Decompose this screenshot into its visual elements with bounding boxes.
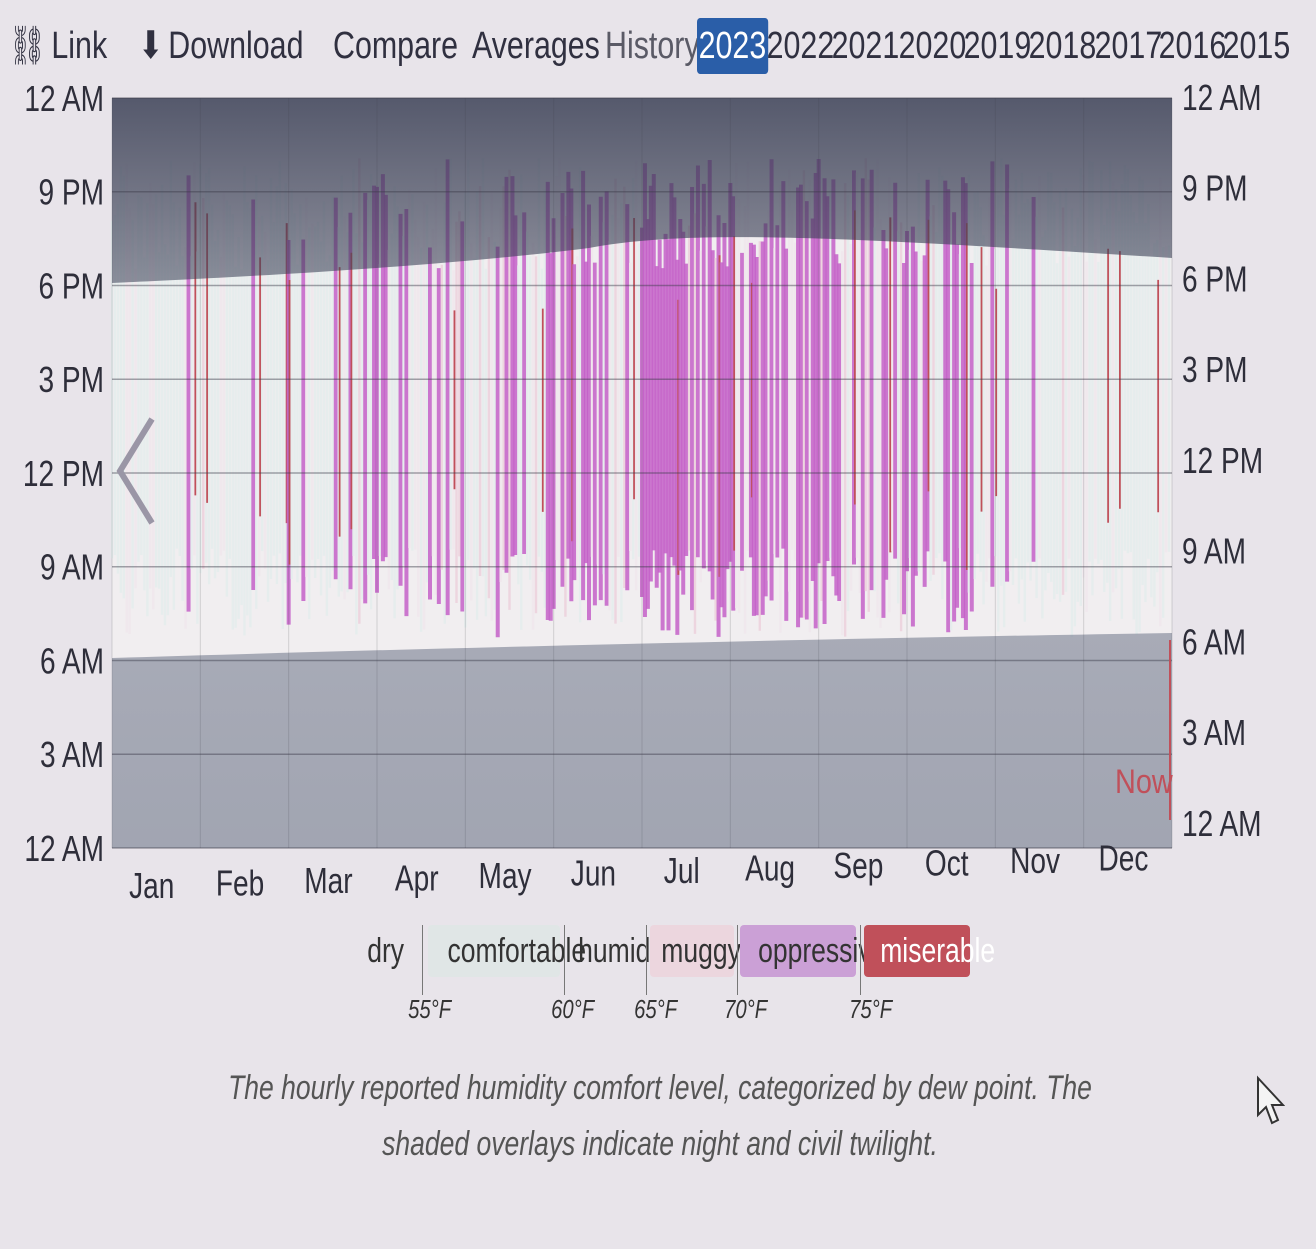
legend-muggy: muggy <box>650 925 741 977</box>
now-label: Now <box>1115 762 1173 801</box>
y-tick-right: 12 AM <box>1182 78 1262 118</box>
y-tick-right: 9 PM <box>1182 168 1248 208</box>
year-tab-2020[interactable]: 2020 <box>898 25 967 67</box>
x-tick-sep: Sep <box>833 846 883 886</box>
legend-divider <box>737 925 738 995</box>
download-button[interactable]: ⬇ Download <box>138 18 303 74</box>
legend-oppressive: oppressive <box>740 925 886 977</box>
year-tab-2019[interactable]: 2019 <box>963 25 1032 67</box>
legend-threshold: 60°F <box>551 994 595 1024</box>
link-icon: ⛓ <box>8 25 47 67</box>
y-tick-left: 12 AM <box>24 829 104 869</box>
caption-text: The hourly reported humidity comfort lev… <box>228 1069 1092 1163</box>
y-tick-right: 3 PM <box>1182 350 1248 390</box>
legend-comfortable: comfortable <box>428 925 586 977</box>
y-tick-right: 12 AM <box>1182 804 1262 844</box>
y-tick-right: 3 AM <box>1182 713 1246 753</box>
evening-night-overlay <box>112 98 1172 283</box>
year-tab-2016[interactable]: 2016 <box>1158 25 1227 67</box>
y-tick-right: 12 PM <box>1182 441 1263 481</box>
legend-humid: humid <box>578 932 651 970</box>
mouse-cursor-icon <box>1257 1075 1285 1125</box>
download-label: Download <box>168 25 304 67</box>
x-tick-nov: Nov <box>1010 841 1061 881</box>
y-tick-left: 3 PM <box>38 360 104 400</box>
y-tick-right: 6 AM <box>1182 622 1246 662</box>
year-tab-2017[interactable]: 2017 <box>1094 25 1163 67</box>
legend-divider <box>646 925 647 995</box>
y-tick-left: 12 AM <box>24 79 104 119</box>
y-axis-right: 12 AM 9 PM 6 PM 3 PM 12 PM 9 AM 6 AM 3 AM 12 AM <box>1182 78 1263 844</box>
x-tick-may: May <box>479 856 533 896</box>
download-icon: ⬇ <box>138 25 164 67</box>
y-tick-right: 6 PM <box>1182 259 1248 299</box>
y-tick-left: 3 AM <box>40 735 104 775</box>
legend-threshold: 75°F <box>849 994 893 1024</box>
grid-lines <box>111 97 1173 849</box>
y-tick-left: 6 AM <box>40 641 104 681</box>
year-tab-2023[interactable]: 2023 <box>697 18 768 74</box>
y-tick-right: 9 AM <box>1182 531 1246 571</box>
x-tick-jun: Jun <box>571 853 616 893</box>
year-tab-2018[interactable]: 2018 <box>1028 25 1097 67</box>
legend-threshold: 55°F <box>408 994 452 1024</box>
toolbar: ⛓ Link ⬇ Download Compare Averages History… <box>0 0 1316 90</box>
x-axis: Jan Feb Mar Apr May Jun Jul Aug Sep Oct Nov Dec <box>129 838 1148 906</box>
legend-threshold: 70°F <box>724 994 768 1024</box>
legend-divider <box>422 925 423 995</box>
y-tick-left: 9 AM <box>40 547 104 587</box>
legend-miserable: miserable <box>864 925 995 977</box>
legend-threshold: 65°F <box>634 994 678 1024</box>
year-tab-2022[interactable]: 2022 <box>766 25 835 67</box>
x-tick-dec: Dec <box>1098 838 1148 878</box>
history-label: History: <box>605 25 709 67</box>
year-tab-2021[interactable]: 2021 <box>831 25 900 67</box>
legend-divider <box>860 925 861 995</box>
x-tick-jul: Jul <box>664 851 700 891</box>
y-tick-left: 12 PM <box>23 454 104 494</box>
y-tick-left: 9 PM <box>38 172 104 212</box>
night-overlays <box>112 98 1172 848</box>
link-label: Link <box>51 25 108 67</box>
x-tick-jan: Jan <box>129 866 174 906</box>
x-tick-mar: Mar <box>304 861 353 901</box>
x-tick-feb: Feb <box>216 863 264 903</box>
chart-caption: The hourly reported humidity comfort lev… <box>60 1060 1260 1172</box>
x-tick-oct: Oct <box>925 843 969 883</box>
legend-dry: dry <box>367 932 405 970</box>
morning-night-overlay <box>112 633 1172 848</box>
legend-divider <box>564 925 565 995</box>
y-axis-left: 12 AM 9 PM 6 PM 3 PM 12 PM 9 AM 6 AM 3 AM 12 AM <box>23 79 104 869</box>
x-tick-apr: Apr <box>395 858 439 898</box>
x-tick-aug: Aug <box>745 848 795 888</box>
averages-button[interactable]: Averages <box>472 25 600 67</box>
chevron-left-icon[interactable] <box>112 415 160 527</box>
compare-button[interactable]: Compare <box>333 25 459 67</box>
link-button[interactable]: ⛓ Link <box>8 18 107 74</box>
year-tab-2015[interactable]: 2015 <box>1222 25 1291 67</box>
y-tick-left: 6 PM <box>38 266 104 306</box>
